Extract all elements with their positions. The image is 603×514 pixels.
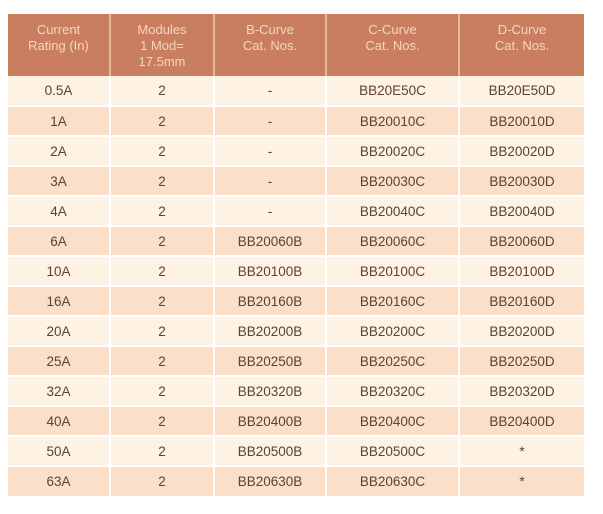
cell-modules: 2 (109, 285, 215, 317)
cell-b-curve: BB20200B (213, 315, 327, 347)
cell-current-rating: 1A (8, 105, 111, 137)
cell-c-curve: BB20400C (325, 405, 460, 437)
column-header-current-rating: Current Rating (In) (8, 14, 111, 76)
cell-b-curve: BB20250B (213, 345, 327, 377)
cell-current-rating: 16A (8, 285, 111, 317)
cell-d-curve: * (458, 435, 584, 467)
cell-b-curve: BB20060B (213, 225, 327, 257)
cell-d-curve: BB20060D (458, 225, 584, 257)
cell-c-curve: BB20100C (325, 255, 460, 287)
table-row: 25A 2 BB20250B BB20250C BB20250D (8, 345, 584, 377)
cell-d-curve: BB20020D (458, 135, 584, 167)
table-row: 1A 2 - BB20010C BB20010D (8, 105, 584, 137)
cell-current-rating: 25A (8, 345, 111, 377)
cell-c-curve: BB20010C (325, 105, 460, 137)
cell-c-curve: BB20060C (325, 225, 460, 257)
cell-modules: 2 (109, 435, 215, 467)
cell-d-curve: BB20E50D (458, 76, 584, 107)
table-row: 20A 2 BB20200B BB20200C BB20200D (8, 315, 584, 347)
cell-d-curve: BB20100D (458, 255, 584, 287)
table-header-row: Current Rating (In) Modules 1 Mod= 17.5m… (8, 14, 584, 76)
table-row: 2A 2 - BB20020C BB20020D (8, 135, 584, 167)
cell-current-rating: 6A (8, 225, 111, 257)
table-row: 6A 2 BB20060B BB20060C BB20060D (8, 225, 584, 257)
table-row: 32A 2 BB20320B BB20320C BB20320D (8, 375, 584, 407)
cell-modules: 2 (109, 375, 215, 407)
cell-d-curve: BB20250D (458, 345, 584, 377)
cell-d-curve: BB20160D (458, 285, 584, 317)
cell-d-curve: BB20030D (458, 165, 584, 197)
cell-modules: 2 (109, 105, 215, 137)
table-row: 4A 2 - BB20040C BB20040D (8, 195, 584, 227)
column-header-modules: Modules 1 Mod= 17.5mm (109, 14, 215, 76)
table-row: 0.5A 2 - BB20E50C BB20E50D (8, 76, 584, 107)
cell-b-curve: - (213, 76, 327, 107)
cell-modules: 2 (109, 255, 215, 287)
cell-current-rating: 10A (8, 255, 111, 287)
cell-c-curve: BB20250C (325, 345, 460, 377)
cell-b-curve: BB20100B (213, 255, 327, 287)
cell-b-curve: BB20160B (213, 285, 327, 317)
cell-c-curve: BB20200C (325, 315, 460, 347)
cell-d-curve: BB20400D (458, 405, 584, 437)
cell-current-rating: 3A (8, 165, 111, 197)
cell-modules: 2 (109, 465, 215, 496)
cell-current-rating: 63A (8, 465, 111, 496)
cell-c-curve: BB20630C (325, 465, 460, 496)
cell-b-curve: BB20400B (213, 405, 327, 437)
cell-modules: 2 (109, 165, 215, 197)
cell-modules: 2 (109, 225, 215, 257)
table-row: 16A 2 BB20160B BB20160C BB20160D (8, 285, 584, 317)
cell-current-rating: 0.5A (8, 76, 111, 107)
cell-current-rating: 32A (8, 375, 111, 407)
table-row: 40A 2 BB20400B BB20400C BB20400D (8, 405, 584, 437)
table-row: 50A 2 BB20500B BB20500C * (8, 435, 584, 467)
cell-current-rating: 2A (8, 135, 111, 167)
cell-b-curve: - (213, 105, 327, 137)
cell-d-curve: * (458, 465, 584, 496)
cell-c-curve: BB20E50C (325, 76, 460, 107)
cell-c-curve: BB20160C (325, 285, 460, 317)
cell-modules: 2 (109, 405, 215, 437)
cell-modules: 2 (109, 345, 215, 377)
cell-modules: 2 (109, 76, 215, 107)
cell-d-curve: BB20320D (458, 375, 584, 407)
cell-b-curve: - (213, 135, 327, 167)
column-header-d-curve: D-Curve Cat. Nos. (458, 14, 584, 76)
table-row: 10A 2 BB20100B BB20100C BB20100D (8, 255, 584, 287)
table-row: 63A 2 BB20630B BB20630C * (8, 465, 584, 496)
table-body: 0.5A 2 - BB20E50C BB20E50D 1A 2 - BB2001… (8, 76, 584, 496)
cell-d-curve: BB20200D (458, 315, 584, 347)
mcb-catalog-table-container: Current Rating (In) Modules 1 Mod= 17.5m… (8, 14, 584, 496)
cell-modules: 2 (109, 135, 215, 167)
column-header-c-curve: C-Curve Cat. Nos. (325, 14, 460, 76)
cell-b-curve: - (213, 195, 327, 227)
cell-current-rating: 4A (8, 195, 111, 227)
column-header-b-curve: B-Curve Cat. Nos. (213, 14, 327, 76)
cell-current-rating: 40A (8, 405, 111, 437)
mcb-catalog-table: Current Rating (In) Modules 1 Mod= 17.5m… (8, 14, 584, 496)
cell-c-curve: BB20500C (325, 435, 460, 467)
cell-c-curve: BB20030C (325, 165, 460, 197)
cell-c-curve: BB20040C (325, 195, 460, 227)
cell-b-curve: BB20500B (213, 435, 327, 467)
cell-current-rating: 50A (8, 435, 111, 467)
cell-modules: 2 (109, 195, 215, 227)
cell-c-curve: BB20320C (325, 375, 460, 407)
cell-b-curve: - (213, 165, 327, 197)
cell-b-curve: BB20630B (213, 465, 327, 496)
table-row: 3A 2 - BB20030C BB20030D (8, 165, 584, 197)
cell-d-curve: BB20010D (458, 105, 584, 137)
cell-d-curve: BB20040D (458, 195, 584, 227)
cell-b-curve: BB20320B (213, 375, 327, 407)
cell-modules: 2 (109, 315, 215, 347)
cell-c-curve: BB20020C (325, 135, 460, 167)
cell-current-rating: 20A (8, 315, 111, 347)
